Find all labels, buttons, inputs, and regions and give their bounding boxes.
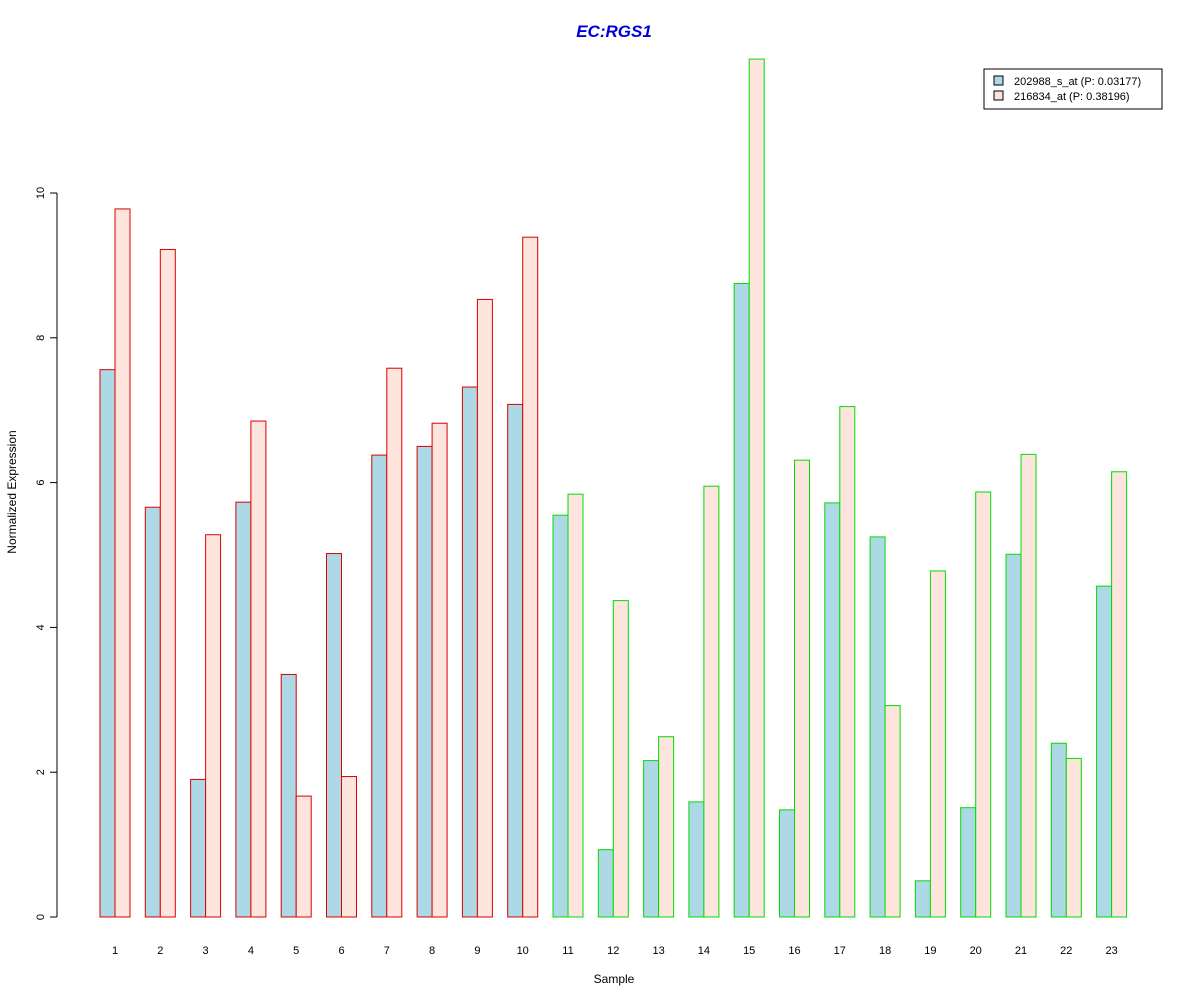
bar-series-2-sample-17 xyxy=(839,406,856,918)
bar-series-2-sample-11 xyxy=(567,493,584,918)
bar-series-1-sample-14 xyxy=(688,801,705,918)
bar-series-2-sample-2 xyxy=(159,248,176,918)
y-tick-label: 8 xyxy=(35,335,47,341)
x-tick-label: 20 xyxy=(970,945,982,957)
bar-series-1-sample-20 xyxy=(960,807,977,918)
bar-series-2-sample-14 xyxy=(703,485,720,918)
bar-series-1-sample-5 xyxy=(280,673,297,918)
y-tick-label: 6 xyxy=(35,480,47,486)
bar-series-2-sample-19 xyxy=(929,570,946,918)
y-tick-label: 2 xyxy=(35,769,47,775)
x-tick-label: 12 xyxy=(607,945,619,957)
bar-series-1-sample-17 xyxy=(824,502,841,918)
x-tick-label: 18 xyxy=(879,945,891,957)
x-tick-label: 11 xyxy=(562,945,573,957)
bar-series-2-sample-3 xyxy=(205,534,222,918)
legend-swatch-series-2 xyxy=(993,90,1004,101)
bar-series-2-sample-23 xyxy=(1111,471,1128,918)
x-tick-label: 22 xyxy=(1060,945,1072,957)
x-tick-label: 4 xyxy=(248,945,254,957)
y-tick-label: 10 xyxy=(35,187,47,199)
bar-series-1-sample-7 xyxy=(371,454,388,918)
x-tick-label: 2 xyxy=(157,945,163,957)
x-tick-label: 14 xyxy=(698,945,710,957)
x-tick-label: 21 xyxy=(1015,945,1027,957)
x-tick-label: 8 xyxy=(429,945,435,957)
y-tick-label: 0 xyxy=(35,914,47,920)
bar-series-1-sample-10 xyxy=(507,403,524,918)
x-tick-label: 1 xyxy=(112,945,118,957)
bar-series-2-sample-16 xyxy=(794,459,810,918)
bar-series-1-sample-15 xyxy=(733,283,750,918)
bar-series-1-sample-3 xyxy=(190,778,207,918)
bar-series-2-sample-15 xyxy=(748,58,765,918)
x-tick-label: 13 xyxy=(652,945,664,957)
x-tick-label: 17 xyxy=(834,945,846,957)
legend-box xyxy=(983,68,1163,110)
bar-series-1-sample-4 xyxy=(235,501,252,918)
y-axis: 0 2 4 6 8 10 xyxy=(35,187,58,920)
x-tick-label: 9 xyxy=(474,945,480,957)
bar-series-1-sample-13 xyxy=(643,760,660,918)
x-tick-label: 5 xyxy=(293,945,299,957)
x-tick-label: 7 xyxy=(384,945,390,957)
bar-series-2-sample-12 xyxy=(612,600,629,918)
bar-series-1-sample-19 xyxy=(914,880,931,918)
chart-title: EC:RGS1 xyxy=(576,22,652,41)
bar-series-2-sample-13 xyxy=(658,736,675,918)
bar-series-2-sample-8 xyxy=(431,422,448,918)
x-tick-label: 23 xyxy=(1105,945,1117,957)
y-axis-label: Normalized Expression xyxy=(5,430,19,553)
bar-series-2-sample-18 xyxy=(884,705,901,918)
bar-series-1-sample-9 xyxy=(461,386,478,918)
bar-series-1-sample-16 xyxy=(779,809,795,918)
bar-series-2-sample-10 xyxy=(522,236,539,918)
bar-series-2-sample-9 xyxy=(476,298,493,918)
x-tick-label: 15 xyxy=(743,945,755,957)
x-tick-labels: 1 2 3 4 5 6 7 8 9 10 11 12 13 14 15 16 17 18 19 20 21 22 23 xyxy=(112,945,1118,957)
bar-group xyxy=(99,58,1128,918)
x-tick-label: 19 xyxy=(924,945,936,957)
bar-series-1-sample-2 xyxy=(144,506,161,918)
legend-label-series-1: 202988_s_at (P: 0.03177) xyxy=(1014,76,1141,88)
bar-series-2-sample-21 xyxy=(1020,453,1037,918)
bar-series-2-sample-20 xyxy=(975,491,992,918)
bar-series-1-sample-6 xyxy=(326,553,342,918)
x-tick-label: 10 xyxy=(517,945,529,957)
bar-series-2-sample-22 xyxy=(1065,757,1082,918)
bar-series-1-sample-21 xyxy=(1005,553,1022,918)
bar-series-1-sample-1 xyxy=(99,369,116,918)
legend-swatch-series-1 xyxy=(993,75,1004,86)
x-axis-label: Sample xyxy=(594,972,635,986)
legend: 202988_s_at (P: 0.03177) 216834_at (P: 0… xyxy=(983,68,1163,110)
bar-series-1-sample-8 xyxy=(416,445,433,918)
bar-series-2-sample-6 xyxy=(341,776,357,918)
bar-series-2-sample-7 xyxy=(386,367,403,918)
legend-label-series-2: 216834_at (P: 0.38196) xyxy=(1014,91,1130,103)
bar-series-1-sample-23 xyxy=(1096,585,1113,918)
bar-series-1-sample-18 xyxy=(869,536,886,918)
x-tick-label: 16 xyxy=(788,945,800,957)
bar-series-2-sample-4 xyxy=(250,420,267,918)
x-tick-label: 6 xyxy=(338,945,344,957)
bar-series-2-sample-1 xyxy=(114,208,131,918)
y-tick-label: 4 xyxy=(35,624,47,630)
x-tick-label: 3 xyxy=(203,945,209,957)
bar-series-1-sample-12 xyxy=(597,849,614,918)
bar-series-2-sample-5 xyxy=(295,795,312,918)
bar-series-1-sample-11 xyxy=(552,514,569,918)
bar-series-1-sample-22 xyxy=(1050,742,1067,918)
